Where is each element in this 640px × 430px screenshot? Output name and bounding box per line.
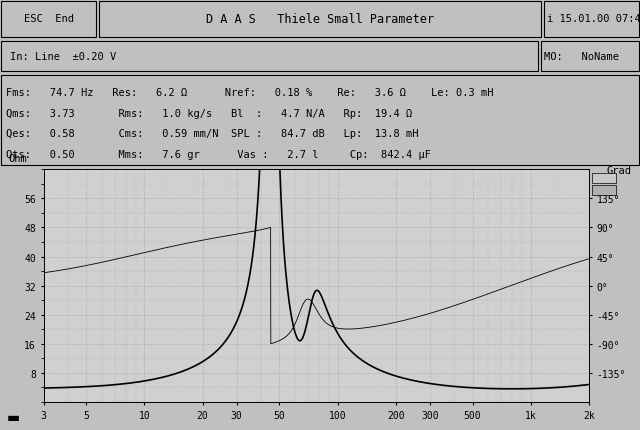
Text: ▬: ▬ — [6, 410, 20, 424]
Text: i 15.01.00 07:48: i 15.01.00 07:48 — [547, 15, 640, 25]
Text: Qes:   0.58       Cms:   0.59 mm/N  SPL :   84.7 dB   Lp:  13.8 mH: Qes: 0.58 Cms: 0.59 mm/N SPL : 84.7 dB L… — [6, 129, 419, 139]
Text: Qts:   0.50       Mms:   7.6 gr      Vas :   2.7 l     Cp:  842.4 μF: Qts: 0.50 Mms: 7.6 gr Vas : 2.7 l Cp: 84… — [6, 150, 431, 160]
Text: ESC  End: ESC End — [24, 15, 74, 25]
Text: In: Line  ±0.20 V: In: Line ±0.20 V — [10, 52, 116, 61]
Text: Fms:   74.7 Hz   Res:   6.2 Ω      Nref:   0.18 %    Re:   3.6 Ω    Le: 0.3 mH: Fms: 74.7 Hz Res: 6.2 Ω Nref: 0.18 % Re:… — [6, 88, 494, 98]
FancyBboxPatch shape — [541, 42, 639, 72]
FancyBboxPatch shape — [544, 2, 639, 38]
FancyBboxPatch shape — [99, 2, 541, 38]
Text: MO:   NoName: MO: NoName — [544, 52, 619, 61]
Text: D A A S   Thiele Small Parameter: D A A S Thiele Small Parameter — [206, 13, 434, 26]
Text: Ohm: Ohm — [8, 154, 27, 164]
Bar — [592, 186, 616, 196]
Text: Qms:   3.73       Rms:   1.0 kg/s   Bl  :   4.7 N/A   Rp:  19.4 Ω: Qms: 3.73 Rms: 1.0 kg/s Bl : 4.7 N/A Rp:… — [6, 108, 413, 118]
Y-axis label: Grad: Grad — [606, 165, 631, 175]
FancyBboxPatch shape — [1, 42, 538, 72]
FancyBboxPatch shape — [1, 76, 639, 166]
FancyBboxPatch shape — [1, 2, 96, 38]
Bar — [592, 174, 616, 184]
